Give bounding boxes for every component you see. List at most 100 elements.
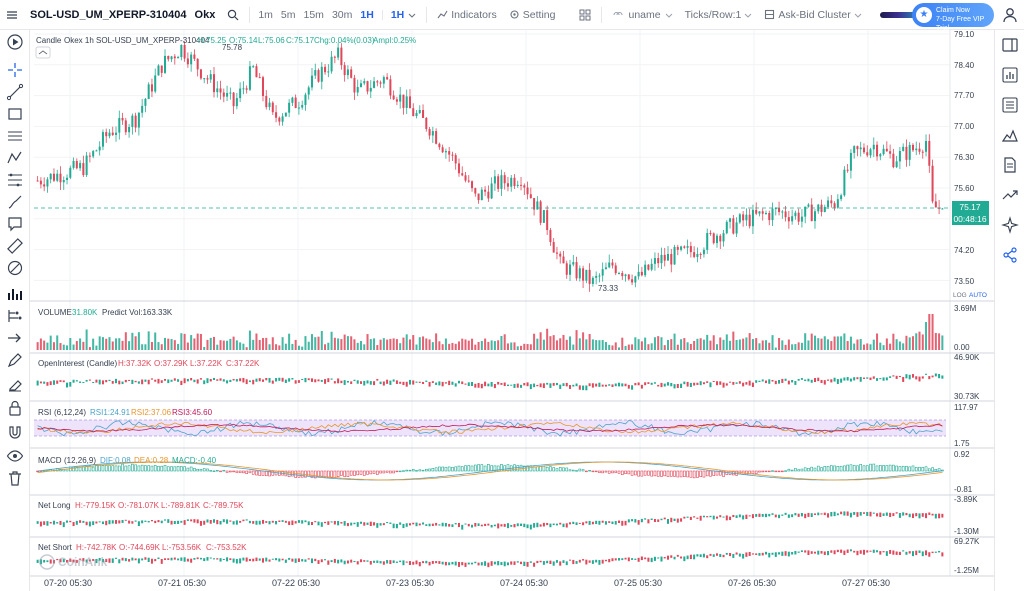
replay-icon[interactable] xyxy=(6,33,24,51)
magnet-icon[interactable] xyxy=(6,423,24,441)
arrow-tool-icon[interactable] xyxy=(6,329,24,347)
panel-toggle-icon[interactable] xyxy=(1001,36,1019,54)
horizontal-lines-icon[interactable] xyxy=(6,127,24,145)
macd-bar xyxy=(215,469,219,472)
candle-body xyxy=(516,184,519,186)
net-candle xyxy=(451,561,454,565)
collapse-legend-button[interactable] xyxy=(35,46,51,59)
oi-candle xyxy=(885,377,888,381)
bar-chart-icon[interactable] xyxy=(6,285,24,303)
volume-bar xyxy=(898,341,901,350)
candle-body xyxy=(425,117,428,130)
ticks-per-row-dropdown[interactable]: Ticks/Row:1 xyxy=(679,0,759,30)
uname-dropdown[interactable]: uname xyxy=(606,0,678,30)
sparkle-icon[interactable] xyxy=(1001,216,1019,234)
symbol-name[interactable]: SOL-USD_UM_XPERP-310404 xyxy=(30,8,187,21)
brush-icon[interactable] xyxy=(6,193,24,211)
oi-candle xyxy=(405,381,408,387)
volume-bar xyxy=(477,342,480,350)
auto-toggle[interactable]: AUTO xyxy=(969,292,987,299)
volume-bar xyxy=(673,333,676,350)
volume-bar xyxy=(800,342,803,350)
timeframe-30m[interactable]: 30m xyxy=(331,8,353,21)
oi-candle xyxy=(101,380,104,385)
macd-bar xyxy=(927,468,931,472)
candle-body xyxy=(611,262,614,266)
candle-body xyxy=(578,268,581,279)
net-candle xyxy=(101,521,104,525)
oi-candle xyxy=(79,381,82,383)
fib-icon[interactable] xyxy=(6,171,24,189)
depth-chart-icon[interactable] xyxy=(1001,126,1019,144)
candle-body xyxy=(608,262,611,268)
trend-arrow-icon[interactable] xyxy=(1001,186,1019,204)
layout-grid-icon[interactable] xyxy=(573,0,597,30)
timeframe-1m[interactable]: 1m xyxy=(258,8,273,21)
net-candle xyxy=(95,558,98,564)
rectangle-icon[interactable] xyxy=(6,105,24,123)
time-tick: 07-26 05:30 xyxy=(728,578,776,588)
oi-axis-bottom: 30.73K xyxy=(954,392,980,401)
net-candle xyxy=(268,521,271,525)
net-candle xyxy=(693,516,696,518)
net-candle xyxy=(702,553,705,558)
vip-trial-banner[interactable]: ★ Claim Now 7-Day Free VIP Trial xyxy=(912,3,994,32)
lock-icon[interactable] xyxy=(6,399,24,417)
macd-bar xyxy=(833,465,836,472)
pattern-icon[interactable] xyxy=(6,149,24,167)
net-candle xyxy=(307,521,310,526)
macd-bar xyxy=(882,465,885,472)
user-icon[interactable] xyxy=(1001,6,1019,24)
exchange-name[interactable]: Okx xyxy=(194,8,216,21)
macd-bar xyxy=(88,465,92,472)
trash-icon[interactable] xyxy=(6,469,24,487)
oi-candle xyxy=(876,378,879,381)
net-candle xyxy=(477,523,480,527)
candle-body xyxy=(480,189,483,201)
net-candle xyxy=(131,521,134,524)
setting-button[interactable]: Setting xyxy=(503,0,562,30)
oi-candle xyxy=(288,378,291,382)
trend-line-icon[interactable] xyxy=(6,83,24,101)
timeframe-5m[interactable]: 5m xyxy=(280,8,296,21)
oi-candle xyxy=(471,381,474,387)
share-icon[interactable] xyxy=(1001,246,1019,264)
macd-bar xyxy=(545,466,549,472)
menu-icon[interactable] xyxy=(0,0,24,30)
log-toggle[interactable]: LOG xyxy=(953,292,967,299)
document-icon[interactable] xyxy=(1001,156,1019,174)
chart-area[interactable]: 75.17 00:48:16 75.78 73.33 79.10 78.40 7… xyxy=(30,30,994,591)
net-candle xyxy=(644,557,647,560)
eye-icon[interactable] xyxy=(6,447,24,465)
chevron-down-icon[interactable] xyxy=(408,0,422,30)
indicators-button[interactable]: Indicators xyxy=(431,0,503,30)
volume-bar xyxy=(219,340,222,350)
list-icon[interactable] xyxy=(1001,96,1019,114)
candle-body xyxy=(510,177,513,187)
search-icon[interactable] xyxy=(221,0,245,30)
ruler-icon[interactable] xyxy=(6,237,24,255)
timeframe-1h[interactable]: 1H xyxy=(360,8,374,21)
timeframe-1h-selected[interactable]: 1H xyxy=(390,8,405,21)
macd-bar xyxy=(72,466,75,472)
volume-bar xyxy=(934,332,937,350)
eraser-icon[interactable] xyxy=(6,375,24,393)
cluster-dropdown[interactable]: Ask-Bid Cluster xyxy=(758,0,867,30)
bar-stats-icon[interactable] xyxy=(1001,66,1019,84)
crosshair-icon[interactable] xyxy=(6,61,24,79)
macd-bar xyxy=(934,469,938,472)
oi-candle xyxy=(546,382,549,385)
macd-bar xyxy=(242,470,245,474)
oi-high: H:37.32K xyxy=(118,359,152,368)
pen-icon[interactable] xyxy=(6,351,24,369)
text-note-icon[interactable] xyxy=(6,215,24,233)
macd-bar xyxy=(268,470,271,477)
oi-candle xyxy=(797,378,800,381)
measure-icon[interactable] xyxy=(6,259,24,277)
net-candle xyxy=(895,551,898,555)
oi-candle xyxy=(699,381,702,386)
timeframe-15m[interactable]: 15m xyxy=(303,8,324,21)
net-candle xyxy=(72,559,75,563)
position-icon[interactable] xyxy=(6,307,24,325)
volume-bar xyxy=(337,338,340,350)
